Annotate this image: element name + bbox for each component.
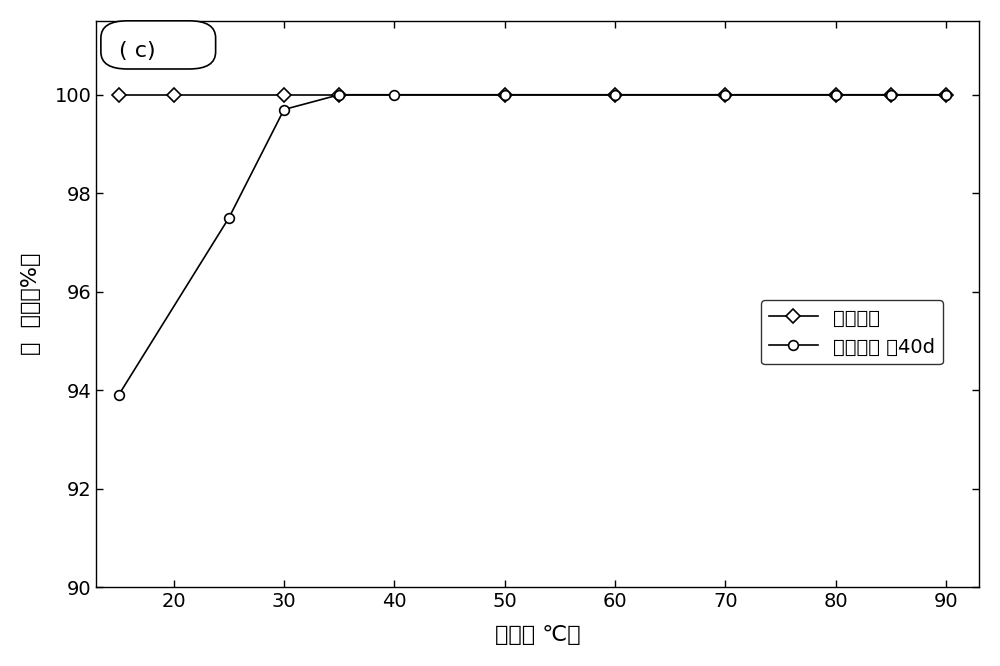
新鲜样品 — [885, 91, 897, 99]
FancyBboxPatch shape — [101, 21, 216, 69]
干燥筱保 券40d — [940, 91, 952, 99]
新鲜样品 — [168, 91, 180, 99]
新鲜样品 — [719, 91, 731, 99]
干燥筱保 券40d — [499, 91, 511, 99]
干燥筱保 券40d — [719, 91, 731, 99]
Line: 新鲜样品: 新鲜样品 — [114, 90, 951, 100]
Line: 干燥筱保 券40d: 干燥筱保 券40d — [114, 90, 951, 400]
干燥筱保 券40d — [113, 392, 125, 400]
X-axis label: 温度（ ℃）: 温度（ ℃） — [495, 625, 581, 645]
Text: ( c): ( c) — [119, 41, 155, 61]
干燥筱保 券40d — [223, 214, 235, 222]
新鲜样品 — [609, 91, 621, 99]
Y-axis label: 转  化率（%）: 转 化率（%） — [21, 253, 41, 356]
干燥筱保 券40d — [278, 105, 290, 113]
新鲜样品 — [113, 91, 125, 99]
干燥筱保 券40d — [388, 91, 400, 99]
Legend: 新鲜样品, 干燥筱保 券40d: 新鲜样品, 干燥筱保 券40d — [761, 300, 943, 364]
新鲜样品 — [940, 91, 952, 99]
干燥筱保 券40d — [830, 91, 842, 99]
新鲜样品 — [830, 91, 842, 99]
干燥筱保 券40d — [885, 91, 897, 99]
干燥筱保 券40d — [333, 91, 345, 99]
新鲜样品 — [278, 91, 290, 99]
干燥筱保 券40d — [609, 91, 621, 99]
新鲜样品 — [333, 91, 345, 99]
新鲜样品 — [499, 91, 511, 99]
